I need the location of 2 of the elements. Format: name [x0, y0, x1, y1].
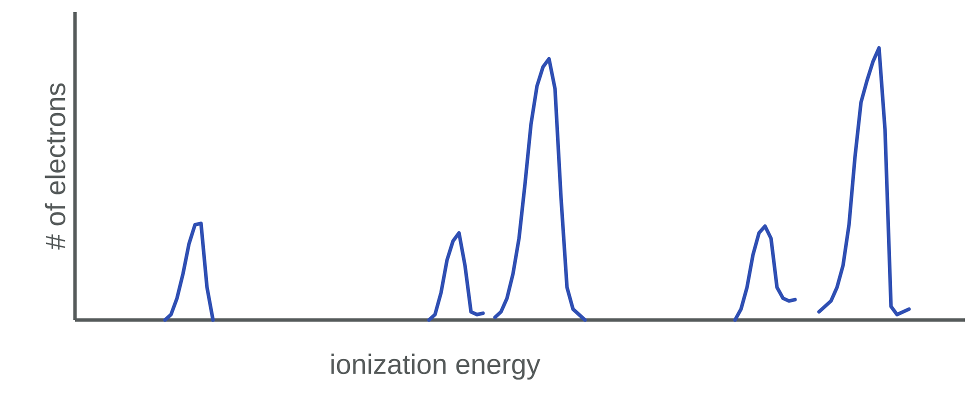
x-axis-title: ionization energy — [331, 354, 540, 380]
y-axis-title: # of electrons — [44, 83, 66, 250]
